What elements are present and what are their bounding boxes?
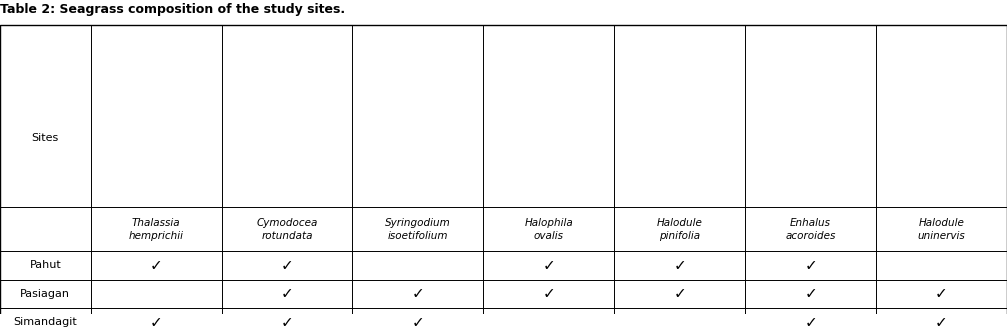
Text: ✓: ✓ (674, 286, 686, 301)
Text: ✓: ✓ (936, 315, 948, 328)
Bar (614, 25, 745, 207)
Bar (352, 25, 483, 207)
Bar (352, 25, 483, 207)
Bar (876, 25, 1007, 207)
Text: ✓: ✓ (543, 286, 555, 301)
Text: ✓: ✓ (805, 315, 817, 328)
Bar (745, 25, 876, 207)
Bar (91, 25, 222, 207)
Bar (91, 25, 222, 207)
Bar (483, 25, 614, 207)
Text: ✓: ✓ (412, 286, 424, 301)
Bar (222, 25, 352, 207)
Text: ✓: ✓ (150, 315, 162, 328)
Text: ✓: ✓ (412, 315, 424, 328)
Text: Simandagit: Simandagit (13, 317, 78, 327)
Text: ✓: ✓ (936, 286, 948, 301)
Bar (483, 25, 614, 207)
Text: ✓: ✓ (281, 258, 293, 273)
Text: ✓: ✓ (150, 258, 162, 273)
Text: Sites: Sites (31, 133, 59, 143)
Text: ✓: ✓ (674, 258, 686, 273)
Text: Halodule
pinifolia: Halodule pinifolia (657, 218, 703, 240)
Text: Syringodium
isoetifolium: Syringodium isoetifolium (385, 218, 451, 240)
Bar (745, 25, 876, 207)
Text: Halodule
uninervis: Halodule uninervis (917, 218, 966, 240)
Text: Cymodocea
rotundata: Cymodocea rotundata (257, 218, 317, 240)
Text: Pahut: Pahut (29, 260, 61, 271)
Text: ✓: ✓ (281, 286, 293, 301)
Bar (876, 25, 1007, 207)
Text: Pasiagan: Pasiagan (20, 289, 70, 299)
Text: Thalassia
hemprichii: Thalassia hemprichii (129, 218, 183, 240)
Text: Enhalus
acoroides: Enhalus acoroides (785, 218, 836, 240)
Text: Table 2: Seagrass composition of the study sites.: Table 2: Seagrass composition of the stu… (0, 3, 345, 16)
Text: ✓: ✓ (805, 258, 817, 273)
Bar (222, 25, 352, 207)
Bar (614, 25, 745, 207)
Text: ✓: ✓ (281, 315, 293, 328)
Text: ✓: ✓ (805, 286, 817, 301)
Text: ✓: ✓ (543, 258, 555, 273)
Text: Halophila
ovalis: Halophila ovalis (525, 218, 573, 240)
